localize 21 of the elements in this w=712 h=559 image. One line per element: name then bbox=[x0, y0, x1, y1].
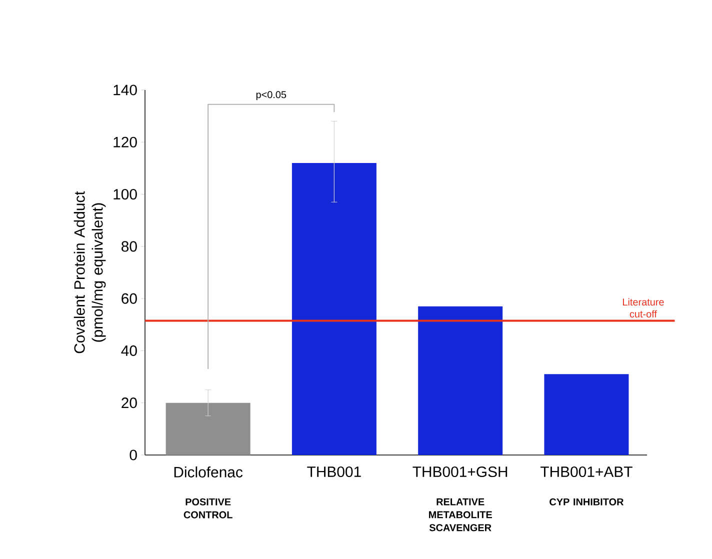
y-axis-title: Covalent Protein Adduct (pmol/mg equivalent) bbox=[74, 191, 106, 354]
bar bbox=[544, 374, 629, 455]
text: POSITIVE CONTROL bbox=[184, 498, 232, 518]
y-tick-label: 40 bbox=[121, 345, 137, 356]
bar bbox=[418, 306, 503, 455]
y-tick-label: 20 bbox=[122, 398, 137, 408]
ref-line-label: Literature cut-off bbox=[622, 298, 664, 318]
bar bbox=[166, 402, 250, 455]
text: CYP INHIBITOR bbox=[550, 498, 624, 506]
x-tick-label: THB001+GSH bbox=[412, 466, 508, 478]
text: RELATIVE METABOLITE SCAVENGER bbox=[429, 498, 492, 532]
y-tick-label: 80 bbox=[122, 241, 137, 252]
y-tick-label: 0 bbox=[130, 450, 137, 460]
y-tick-label: 140 bbox=[114, 84, 137, 96]
x-tick-label: Diclofenac bbox=[174, 466, 243, 478]
x-tick-label: THB001 bbox=[307, 466, 361, 478]
y-tick-label: 120 bbox=[114, 136, 137, 148]
y-tick-label: 100 bbox=[114, 188, 137, 200]
y-tick-label: 60 bbox=[122, 293, 137, 304]
x-tick-label: THB001+ABT bbox=[540, 466, 632, 478]
annotation: p<0.05 bbox=[256, 91, 286, 100]
